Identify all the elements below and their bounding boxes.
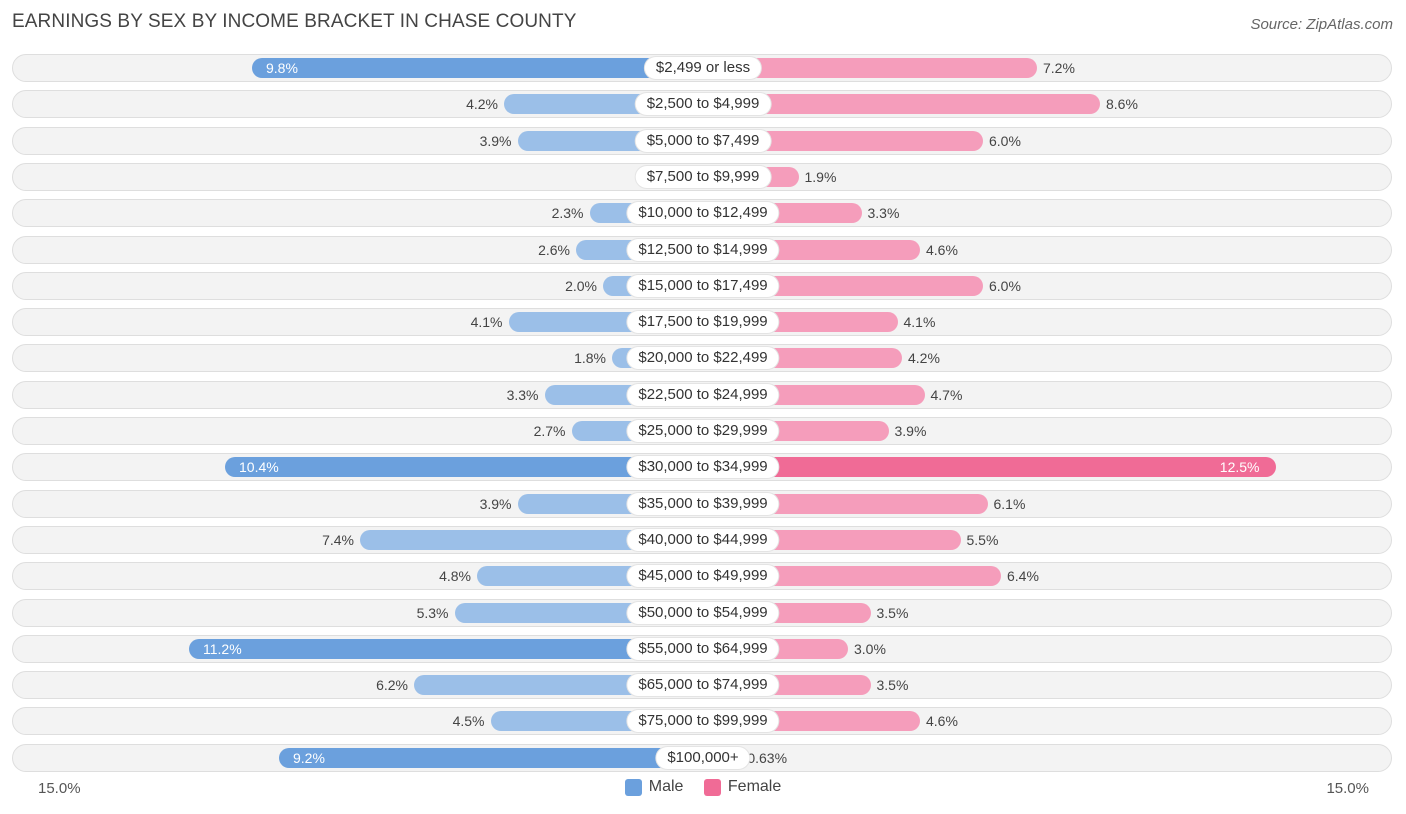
category-label: $2,499 or less <box>644 57 762 79</box>
value-label-female: 0.63% <box>747 749 788 766</box>
value-label-female: 6.4% <box>1007 568 1039 585</box>
value-label-male: 4.1% <box>470 314 503 331</box>
legend-swatch-female <box>703 778 721 796</box>
value-label-female: 4.7% <box>930 386 963 403</box>
value-label-male: 9.8% <box>266 60 298 76</box>
value-label-female: 8.6% <box>1106 96 1138 113</box>
value-label-female: 4.6% <box>926 241 958 258</box>
value-label-male: 1.8% <box>574 350 606 367</box>
value-label-female: 3.9% <box>894 423 927 439</box>
value-label-male: 4.2% <box>466 96 498 113</box>
legend-swatch-male <box>624 778 642 796</box>
category-label: $50,000 to $54,999 <box>627 601 779 624</box>
value-label-female: 12.5% <box>1219 459 1260 476</box>
value-label-male: 10.4% <box>239 459 279 476</box>
category-label: $10,000 to $12,499 <box>627 202 779 225</box>
category-label: $40,000 to $44,999 <box>627 528 779 551</box>
axis-right-label: 15.0% <box>1326 780 1369 797</box>
value-label-male: 3.9% <box>479 495 512 512</box>
value-label-male: 2.7% <box>533 423 566 439</box>
legend: Male Female <box>0 778 1406 801</box>
value-label-male: 2.6% <box>538 241 570 258</box>
bar-male[interactable] <box>252 58 703 78</box>
bar-male[interactable] <box>189 638 703 659</box>
category-label: $12,500 to $14,999 <box>627 238 779 261</box>
category-label: $17,500 to $19,999 <box>627 311 779 334</box>
axis-left-label: 15.0% <box>38 780 81 797</box>
value-label-male: 5.3% <box>416 604 449 621</box>
category-label: $45,000 to $49,999 <box>627 565 779 588</box>
bar-female[interactable] <box>703 94 1100 115</box>
value-label-male: 6.2% <box>376 677 408 694</box>
bar-male[interactable] <box>225 457 703 478</box>
value-label-female: 4.1% <box>903 314 936 331</box>
category-label: $100,000+ <box>656 746 750 769</box>
value-label-male: 7.4% <box>322 531 354 548</box>
category-label: $2,500 to $4,999 <box>635 93 771 116</box>
bar-female[interactable] <box>703 457 1276 478</box>
value-label-male: 9.2% <box>293 749 325 766</box>
chart-title: EARNINGS BY SEX BY INCOME BRACKET IN CHA… <box>12 11 577 32</box>
value-label-female: 4.6% <box>926 713 958 730</box>
value-label-female: 5.5% <box>966 531 999 548</box>
value-label-female: 1.9% <box>804 168 837 185</box>
category-label: $7,500 to $9,999 <box>635 165 771 188</box>
legend-label-female: Female <box>727 778 782 795</box>
value-label-female: 4.2% <box>908 350 940 367</box>
category-label: $5,000 to $7,499 <box>635 129 771 152</box>
value-label-female: 3.3% <box>867 205 900 222</box>
category-label: $30,000 to $34,999 <box>627 456 779 479</box>
value-label-male: 2.0% <box>565 277 597 294</box>
bar-male[interactable] <box>279 747 703 768</box>
value-label-female: 6.1% <box>993 495 1026 512</box>
category-label: $75,000 to $99,999 <box>627 710 779 733</box>
value-label-female: 3.5% <box>876 604 909 621</box>
source-label: Source: ZipAtlas.com <box>1250 16 1393 33</box>
value-label-male: 3.9% <box>479 132 512 149</box>
category-label: $35,000 to $39,999 <box>627 492 779 515</box>
category-label: $25,000 to $29,999 <box>627 420 779 442</box>
category-label: $22,500 to $24,999 <box>627 383 779 406</box>
value-label-female: 7.2% <box>1043 60 1075 76</box>
bar-female[interactable] <box>703 130 983 151</box>
value-label-male: 2.3% <box>551 205 584 222</box>
bar-female[interactable] <box>703 58 1037 78</box>
value-label-female: 3.0% <box>854 640 886 657</box>
legend-label-male: Male <box>648 778 684 795</box>
value-label-male: 4.5% <box>452 713 485 730</box>
legend-item-female[interactable]: Female <box>703 778 782 796</box>
category-label: $15,000 to $17,499 <box>627 274 779 297</box>
value-label-male: 3.3% <box>506 386 539 403</box>
category-label: $55,000 to $64,999 <box>627 637 779 660</box>
value-label-female: 6.0% <box>989 132 1021 149</box>
value-label-male: 11.2% <box>203 640 242 657</box>
value-label-female: 3.5% <box>876 677 909 694</box>
legend-item-male[interactable]: Male <box>624 778 684 796</box>
bar-male[interactable] <box>360 529 703 550</box>
category-label: $65,000 to $74,999 <box>627 674 779 697</box>
value-label-female: 6.0% <box>989 277 1021 294</box>
value-label-male: 4.8% <box>439 568 471 585</box>
category-label: $20,000 to $22,499 <box>627 347 779 370</box>
